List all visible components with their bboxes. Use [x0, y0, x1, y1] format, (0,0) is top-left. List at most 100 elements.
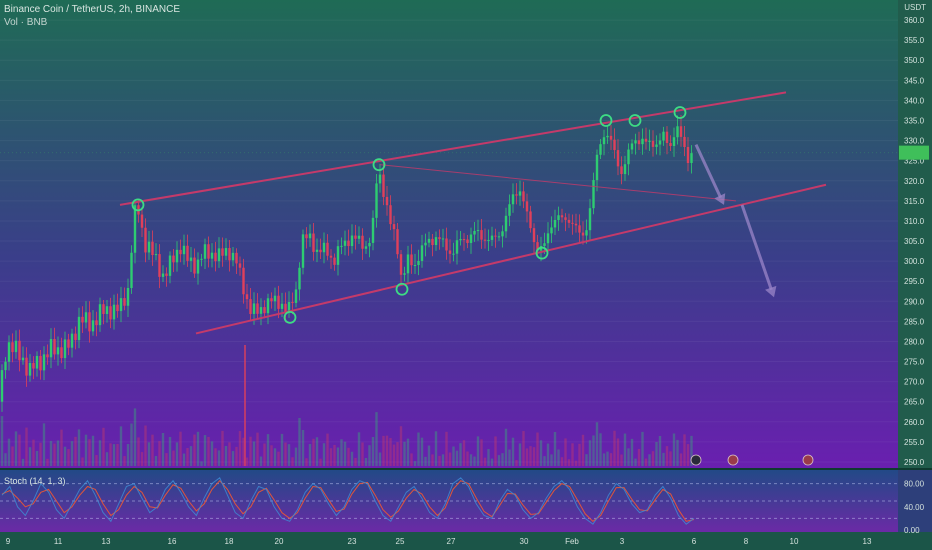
y-tick-label: 350.0 [904, 56, 925, 65]
x-tick-label: 3 [620, 537, 625, 546]
candle [385, 185, 389, 216]
volume-bar [39, 442, 42, 466]
pivot-circle[interactable] [131, 198, 145, 212]
candle [396, 222, 399, 259]
volume-bar [553, 431, 557, 466]
volume-bar [98, 440, 102, 466]
volume-bar [0, 416, 4, 466]
candle [56, 336, 60, 366]
volume-bar [340, 439, 343, 466]
volume-bar [620, 454, 623, 466]
candle [588, 198, 592, 241]
volume-bar [137, 437, 140, 466]
x-tick-label: 13 [863, 537, 872, 546]
candle [263, 300, 266, 319]
pivot-circle[interactable] [395, 282, 409, 296]
volume-bar [347, 447, 350, 466]
stoch-label: Stoch (14, 1, 3) [4, 476, 66, 486]
y-tick-label: 330.0 [904, 137, 925, 146]
candle [371, 210, 375, 251]
candle [105, 299, 109, 323]
candle [130, 245, 133, 294]
y-tick-label: 300.0 [904, 257, 925, 266]
volume-bar [361, 442, 364, 466]
volume-bar [172, 450, 175, 466]
pivot-circle[interactable] [372, 158, 386, 172]
volume-bar [599, 433, 602, 466]
volume-bar [378, 452, 382, 466]
candle [595, 149, 599, 192]
candle [35, 351, 39, 377]
candle [662, 126, 665, 146]
x-tick-label: 16 [168, 537, 177, 546]
dividend-event-icon[interactable] [727, 454, 739, 466]
candle [406, 245, 410, 284]
candle [112, 294, 116, 330]
x-tick-label: 10 [790, 537, 799, 546]
pivot-circle[interactable] [599, 114, 613, 127]
volume-bar [116, 443, 119, 466]
candle [32, 356, 35, 380]
y-tick-label: 295.0 [904, 277, 925, 286]
volume-bar [196, 431, 200, 466]
candle [7, 335, 11, 371]
volume-bar [259, 456, 263, 466]
candle [581, 221, 585, 245]
pivot-circle[interactable] [628, 114, 642, 127]
y-tick-label: 305.0 [904, 237, 925, 246]
pivot-circle[interactable] [673, 106, 687, 119]
volume-bar [539, 440, 543, 466]
volume-bar [105, 452, 109, 466]
stoch-pane-background [0, 469, 898, 532]
trendline-lower-channel[interactable] [195, 183, 827, 335]
volume-bar [203, 435, 207, 466]
volume-bar [588, 440, 592, 466]
candle [340, 237, 343, 255]
volume-bar [644, 458, 648, 466]
volume-bar [602, 453, 606, 466]
candle [242, 258, 245, 304]
symbol-title: Binance Coin / TetherUS, 2h, BINANCE [4, 4, 181, 15]
volume-bar [483, 457, 487, 466]
volume-bar [669, 451, 672, 466]
volume-bar [410, 453, 413, 466]
candle [665, 126, 669, 155]
volume-bar [413, 461, 417, 466]
candle [333, 253, 336, 271]
y-tick-label: 315.0 [904, 197, 925, 206]
volume-bar [32, 439, 35, 466]
projection-arrow[interactable] [740, 204, 777, 298]
projection-arrow[interactable] [694, 143, 726, 205]
candle [602, 129, 606, 156]
candle [11, 333, 14, 363]
pivot-circle[interactable] [283, 310, 297, 324]
candle [196, 252, 200, 285]
volume-bar [634, 458, 637, 466]
candle [95, 311, 98, 337]
volume-bar [18, 434, 21, 466]
volume-bar [487, 449, 490, 466]
volume-bar [655, 441, 658, 466]
volume-bar [308, 443, 312, 466]
candle [256, 293, 259, 320]
candle [312, 222, 315, 261]
volume-bar [224, 445, 228, 466]
flash-event-icon[interactable] [690, 454, 702, 466]
volume-bar [560, 457, 564, 466]
candle [25, 347, 28, 387]
volume-bar [207, 436, 210, 466]
candle [361, 228, 364, 260]
dividend-event-icon[interactable] [802, 454, 814, 466]
candle [67, 333, 70, 356]
pivot-circle[interactable] [535, 246, 549, 260]
volume-bar [249, 436, 252, 466]
candle [357, 226, 361, 245]
trendline-diagonal[interactable] [379, 164, 737, 202]
volume-bar [399, 426, 403, 466]
volume-bar [119, 426, 123, 466]
candle [238, 256, 242, 276]
y-tick-label: 325.0 [904, 157, 925, 166]
candle [420, 234, 424, 268]
candle [476, 219, 480, 241]
